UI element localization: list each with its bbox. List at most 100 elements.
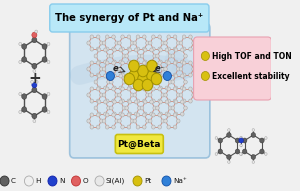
Circle shape bbox=[165, 100, 169, 104]
Circle shape bbox=[158, 47, 161, 51]
Circle shape bbox=[218, 138, 223, 143]
Circle shape bbox=[96, 61, 100, 65]
Circle shape bbox=[127, 61, 131, 65]
Circle shape bbox=[174, 74, 178, 78]
Circle shape bbox=[242, 138, 247, 143]
Circle shape bbox=[133, 119, 136, 123]
Circle shape bbox=[118, 67, 121, 71]
Circle shape bbox=[260, 138, 264, 143]
Circle shape bbox=[115, 67, 119, 71]
Circle shape bbox=[159, 48, 162, 52]
Circle shape bbox=[167, 99, 170, 103]
Circle shape bbox=[128, 60, 132, 64]
Circle shape bbox=[136, 99, 140, 103]
Circle shape bbox=[121, 99, 124, 103]
Circle shape bbox=[179, 41, 183, 45]
Circle shape bbox=[118, 41, 121, 45]
Circle shape bbox=[153, 54, 157, 58]
Circle shape bbox=[181, 60, 184, 64]
Circle shape bbox=[150, 60, 153, 64]
Circle shape bbox=[121, 125, 124, 129]
Circle shape bbox=[127, 73, 131, 77]
Circle shape bbox=[42, 44, 47, 49]
Circle shape bbox=[148, 93, 152, 97]
Circle shape bbox=[110, 80, 113, 84]
Circle shape bbox=[47, 110, 50, 114]
Circle shape bbox=[159, 100, 162, 104]
Circle shape bbox=[173, 87, 177, 91]
Circle shape bbox=[94, 80, 98, 84]
Circle shape bbox=[119, 60, 123, 64]
Circle shape bbox=[96, 35, 100, 39]
Circle shape bbox=[112, 112, 116, 116]
Circle shape bbox=[121, 113, 124, 117]
Circle shape bbox=[130, 67, 134, 71]
Circle shape bbox=[173, 125, 177, 129]
Circle shape bbox=[134, 86, 138, 90]
Circle shape bbox=[140, 54, 144, 58]
Circle shape bbox=[107, 54, 110, 58]
Circle shape bbox=[127, 35, 131, 39]
Circle shape bbox=[134, 48, 138, 52]
Circle shape bbox=[218, 149, 223, 154]
Circle shape bbox=[134, 100, 138, 104]
Circle shape bbox=[31, 80, 33, 83]
Circle shape bbox=[167, 35, 170, 39]
Circle shape bbox=[189, 99, 192, 103]
Circle shape bbox=[103, 60, 107, 64]
Circle shape bbox=[87, 67, 91, 71]
Circle shape bbox=[33, 33, 36, 37]
Circle shape bbox=[165, 86, 169, 90]
Circle shape bbox=[152, 87, 155, 91]
Circle shape bbox=[158, 35, 161, 39]
Circle shape bbox=[133, 93, 136, 97]
Circle shape bbox=[115, 93, 119, 97]
Circle shape bbox=[97, 74, 101, 78]
Circle shape bbox=[143, 74, 147, 78]
Circle shape bbox=[173, 61, 177, 65]
Circle shape bbox=[121, 73, 124, 77]
Circle shape bbox=[115, 119, 119, 123]
Circle shape bbox=[134, 74, 138, 78]
Circle shape bbox=[128, 100, 132, 104]
Circle shape bbox=[182, 87, 186, 91]
Circle shape bbox=[148, 41, 152, 45]
Circle shape bbox=[156, 54, 159, 58]
Circle shape bbox=[173, 73, 177, 77]
Circle shape bbox=[201, 71, 209, 80]
Circle shape bbox=[42, 94, 47, 99]
Circle shape bbox=[136, 87, 140, 91]
Circle shape bbox=[137, 54, 141, 58]
Circle shape bbox=[32, 82, 37, 88]
Circle shape bbox=[47, 42, 50, 46]
Circle shape bbox=[32, 32, 37, 38]
Circle shape bbox=[102, 41, 106, 45]
Circle shape bbox=[240, 153, 243, 155]
Circle shape bbox=[121, 35, 124, 39]
Circle shape bbox=[119, 112, 123, 116]
Circle shape bbox=[133, 41, 136, 45]
Circle shape bbox=[105, 35, 109, 39]
Circle shape bbox=[121, 87, 124, 91]
Circle shape bbox=[90, 113, 94, 117]
Circle shape bbox=[164, 93, 167, 97]
Circle shape bbox=[260, 149, 264, 154]
Circle shape bbox=[146, 41, 149, 45]
Circle shape bbox=[32, 37, 37, 43]
Circle shape bbox=[134, 60, 138, 64]
Circle shape bbox=[189, 73, 192, 77]
Circle shape bbox=[133, 79, 144, 91]
Circle shape bbox=[96, 113, 100, 117]
Circle shape bbox=[168, 80, 172, 84]
Circle shape bbox=[181, 100, 184, 104]
Circle shape bbox=[112, 61, 115, 65]
Circle shape bbox=[95, 176, 104, 186]
Circle shape bbox=[158, 73, 161, 77]
Text: Na⁺: Na⁺ bbox=[173, 178, 187, 184]
Circle shape bbox=[125, 54, 128, 58]
Circle shape bbox=[22, 57, 27, 62]
Circle shape bbox=[182, 73, 186, 77]
Circle shape bbox=[33, 69, 36, 73]
Circle shape bbox=[143, 48, 147, 52]
Circle shape bbox=[150, 100, 153, 104]
